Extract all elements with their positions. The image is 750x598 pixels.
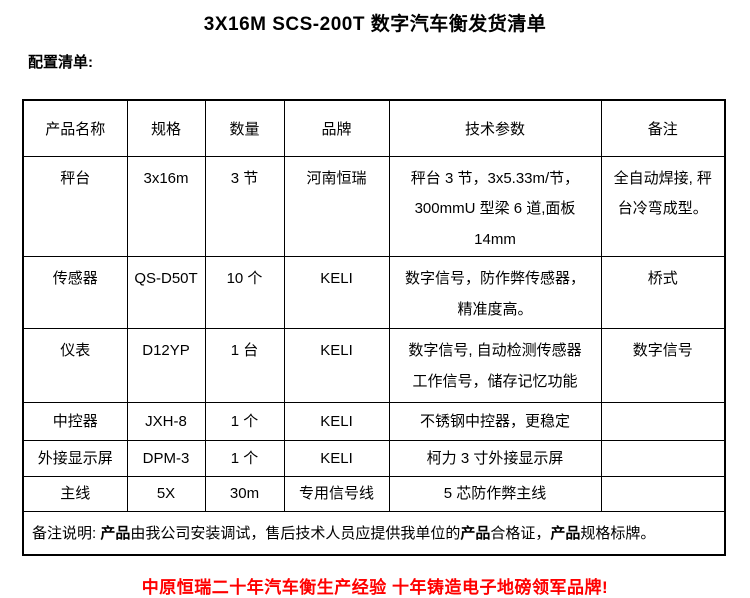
cell-product-name: 仪表 (22, 327, 128, 403)
table-row-sensor: 传感器 QS-D50T 10 个 KELI 数字信号，防作弊传感器， 精准度高。… (22, 255, 726, 329)
cell-tech-params: 数字信号, 自动检测传感器 工作信号，储存记忆功能 (388, 327, 602, 403)
cell-tech-params: 秤台 3 节，3x5.33m/节， 300mmU 型梁 6 道,面板 14mm (388, 155, 602, 257)
cell-note: 桥式 (600, 255, 726, 329)
cell-note (600, 401, 726, 441)
cell-note: 全自动焊接, 秤 台冷弯成型。 (600, 155, 726, 257)
cell-product-name: 传感器 (22, 255, 128, 329)
table-row-controller: 中控器 JXH-8 1 个 KELI 不锈钢中控器，更稳定 (22, 401, 726, 441)
cell-product-name: 中控器 (22, 401, 128, 441)
cell-brand: KELI (283, 439, 390, 477)
cell-note (600, 439, 726, 477)
cell-brand: KELI (283, 401, 390, 441)
cell-spec: DPM-3 (126, 439, 206, 477)
cell-product-name: 主线 (22, 475, 128, 512)
config-list-label: 配置清单: (28, 54, 93, 71)
cell-qty: 1 个 (204, 401, 285, 441)
table-row-main-cable: 主线 5X 30m 专用信号线 5 芯防作弊主线 (22, 475, 726, 512)
cell-spec: D12YP (126, 327, 206, 403)
table-row-indicator: 仪表 D12YP 1 台 KELI 数字信号, 自动检测传感器 工作信号，储存记… (22, 327, 726, 403)
cell-tech-params: 不锈钢中控器，更稳定 (388, 401, 602, 441)
cell-product-name: 外接显示屏 (22, 439, 128, 477)
cell-qty: 1 个 (204, 439, 285, 477)
page-title: 3X16M SCS-200T 数字汽车衡发货清单 (203, 14, 547, 35)
header-product-name: 产品名称 (22, 99, 128, 157)
table-body: 秤台 3x16m 3 节 河南恒瑞 秤台 3 节，3x5.33m/节， 300m… (22, 155, 726, 556)
cell-spec: 3x16m (126, 155, 206, 257)
table-row-platform: 秤台 3x16m 3 节 河南恒瑞 秤台 3 节，3x5.33m/节， 300m… (22, 155, 726, 257)
cell-tech-params: 5 芯防作弊主线 (388, 475, 602, 512)
cell-brand: 专用信号线 (283, 475, 390, 512)
table-row-external-display: 外接显示屏 DPM-3 1 个 KELI 柯力 3 寸外接显示屏 (22, 439, 726, 477)
cell-spec: QS-D50T (126, 255, 206, 329)
cell-qty: 10 个 (204, 255, 285, 329)
footer-slogan: 中原恒瑞二十年汽车衡生产经验 十年铸造电子地磅领军品牌! (141, 578, 609, 598)
table-row-remark: 备注说明: 产品由我公司安装调试，售后技术人员应提供我单位的产品合格证，产品规格… (22, 510, 726, 556)
cell-qty: 3 节 (204, 155, 285, 257)
shipping-list-table: 产品名称 规格 数量 品牌 技术参数 备注 秤台 3x16m 3 节 河南恒瑞 … (22, 99, 726, 557)
cell-note: 数字信号 (600, 327, 726, 403)
header-row: 产品名称 规格 数量 品牌 技术参数 备注 (22, 99, 726, 157)
cell-qty: 1 台 (204, 327, 285, 403)
cell-spec: JXH-8 (126, 401, 206, 441)
header-note: 备注 (600, 99, 726, 157)
cell-brand: 河南恒瑞 (283, 155, 390, 257)
cell-qty: 30m (204, 475, 285, 512)
cell-note (600, 475, 726, 512)
cell-brand: KELI (283, 327, 390, 403)
cell-spec: 5X (126, 475, 206, 512)
header-brand: 品牌 (283, 99, 390, 157)
header-spec: 规格 (126, 99, 206, 157)
cell-tech-params: 柯力 3 寸外接显示屏 (388, 439, 602, 477)
cell-product-name: 秤台 (22, 155, 128, 257)
header-qty: 数量 (204, 99, 285, 157)
header-tech-params: 技术参数 (388, 99, 602, 157)
cell-tech-params: 数字信号，防作弊传感器， 精准度高。 (388, 255, 602, 329)
cell-brand: KELI (283, 255, 390, 329)
remark-note: 备注说明: 产品由我公司安装调试，售后技术人员应提供我单位的产品合格证，产品规格… (22, 510, 726, 556)
table-header: 产品名称 规格 数量 品牌 技术参数 备注 (22, 99, 726, 157)
